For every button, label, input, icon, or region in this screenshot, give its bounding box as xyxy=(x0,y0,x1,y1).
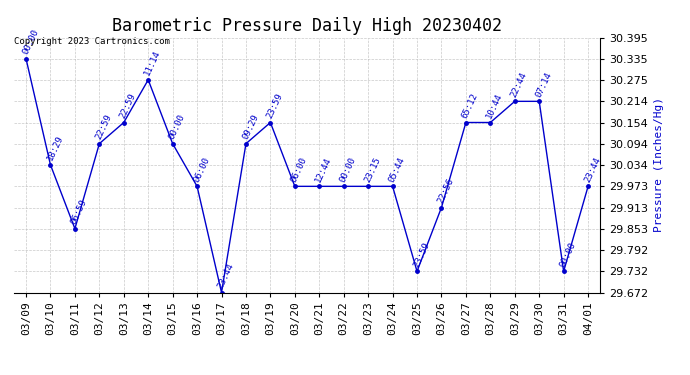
Text: 00:00: 00:00 xyxy=(338,155,358,183)
Text: 23:59: 23:59 xyxy=(265,92,284,120)
Text: 22:56: 22:56 xyxy=(436,177,455,205)
Text: 10:44: 10:44 xyxy=(485,92,504,120)
Text: 12:44: 12:44 xyxy=(314,155,333,183)
Text: 06:59: 06:59 xyxy=(70,198,89,226)
Text: 65:12: 65:12 xyxy=(460,92,480,120)
Text: 09:29: 09:29 xyxy=(241,113,260,141)
Text: 23:15: 23:15 xyxy=(363,155,382,183)
Text: 05:44: 05:44 xyxy=(387,155,406,183)
Text: 07:14: 07:14 xyxy=(534,70,553,99)
Text: 06:00: 06:00 xyxy=(192,155,211,183)
Text: 00:00: 00:00 xyxy=(167,113,187,141)
Text: 22:59: 22:59 xyxy=(94,113,113,141)
Text: 06:00: 06:00 xyxy=(289,155,309,183)
Text: 23:44: 23:44 xyxy=(582,155,602,183)
Y-axis label: Pressure (Inches/Hg): Pressure (Inches/Hg) xyxy=(654,98,664,232)
Text: 00:00: 00:00 xyxy=(558,240,578,268)
Text: 00:00: 00:00 xyxy=(21,28,40,56)
Title: Barometric Pressure Daily High 20230402: Barometric Pressure Daily High 20230402 xyxy=(112,16,502,34)
Text: 22:44: 22:44 xyxy=(509,70,529,99)
Text: 23:44: 23:44 xyxy=(216,261,236,290)
Text: 18:29: 18:29 xyxy=(45,134,65,162)
Text: 11:14: 11:14 xyxy=(143,49,162,77)
Text: 23:59: 23:59 xyxy=(412,240,431,268)
Text: 22:59: 22:59 xyxy=(119,92,138,120)
Text: Copyright 2023 Cartronics.com: Copyright 2023 Cartronics.com xyxy=(14,38,170,46)
